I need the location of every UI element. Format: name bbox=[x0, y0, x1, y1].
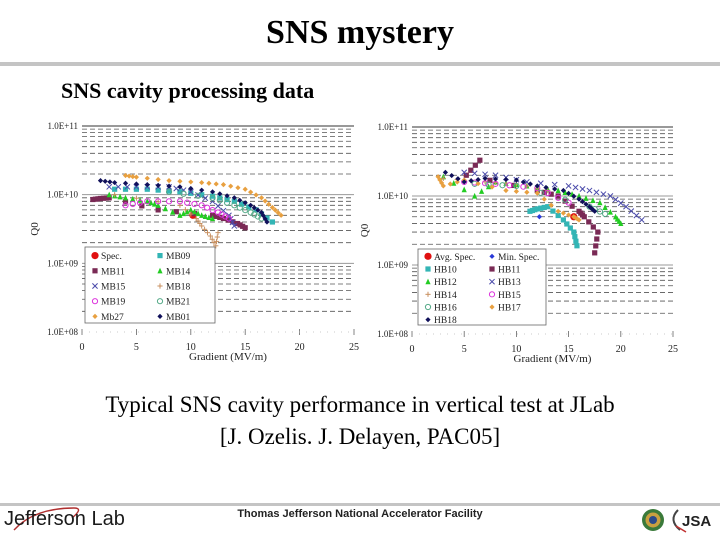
legend-entry: HB18 bbox=[434, 316, 457, 326]
slide-subtitle: SNS cavity processing data bbox=[61, 78, 315, 103]
y-tick-label: 1.0E+08 bbox=[377, 329, 408, 339]
footer-divider bbox=[0, 503, 720, 506]
x-tick-label: 15 bbox=[564, 344, 574, 355]
legend-entry: Spec. bbox=[101, 252, 122, 262]
legend-entry: Avg. Spec. bbox=[434, 253, 475, 263]
x-tick-label: 20 bbox=[616, 344, 626, 355]
x-tick-label: 5 bbox=[462, 344, 467, 355]
y-tick-label: 1.0E+08 bbox=[47, 327, 78, 337]
legend-entry: HB13 bbox=[498, 278, 521, 288]
y-tick-label: 1.0E+10 bbox=[47, 190, 78, 200]
legend-entry: MB15 bbox=[101, 283, 126, 293]
legend-entry: HB16 bbox=[434, 304, 457, 314]
legend-entry: Min. Spec. bbox=[498, 253, 539, 263]
caption-line-1: Typical SNS cavity performance in vertic… bbox=[105, 392, 615, 417]
jefferson-lab-logo: Jefferson Lab bbox=[4, 507, 125, 531]
legend-entry: MB21 bbox=[166, 298, 191, 308]
y-tick-label: 1.0E+10 bbox=[377, 191, 408, 201]
x-axis-label: Gradient (MV/m) bbox=[514, 353, 592, 365]
x-tick-label: 25 bbox=[349, 342, 359, 353]
x-tick-label: 0 bbox=[410, 344, 415, 355]
jsa-logo-icon: JSA bbox=[672, 509, 711, 533]
svg-text:JSA: JSA bbox=[682, 513, 711, 530]
facility-name: Thomas Jefferson National Accelerator Fa… bbox=[237, 508, 483, 520]
y-tick-label: 1.0E+09 bbox=[377, 260, 408, 270]
legend-entry: MB11 bbox=[101, 267, 125, 277]
x-tick-label: 25 bbox=[668, 344, 678, 355]
partner-logos: JSA bbox=[640, 506, 720, 536]
legend-entry: HB11 bbox=[498, 266, 521, 276]
chart-right-hb-cavities: 1.0E+08 1.0E+09 1.0E+10 1.0E+11 0 5 10 15 20 25 Gr… bbox=[360, 122, 678, 365]
legend-entry: MB14 bbox=[166, 267, 191, 277]
x-tick-label: 5 bbox=[134, 342, 139, 353]
x-tick-label: 0 bbox=[80, 342, 85, 353]
x-axis-label: Gradient (MV/m) bbox=[189, 351, 267, 363]
chart-legend: Spec. MB09 MB11 MB14 MB15 MB18 MB19 MB21 Mb27 MB0… bbox=[84, 246, 216, 324]
y-axis-label: Q0 bbox=[360, 223, 371, 237]
data-points bbox=[90, 172, 284, 249]
y-tick-label: 1.0E+09 bbox=[47, 258, 78, 268]
legend-entry: MB09 bbox=[166, 252, 191, 262]
doe-seal-icon bbox=[642, 509, 664, 531]
legend-entry: MB01 bbox=[166, 313, 191, 323]
chart-legend: Avg. Spec. Min. Spec. HB10 HB11 HB12 HB13 HB14… bbox=[417, 248, 547, 326]
y-tick-label: 1.0E+11 bbox=[48, 121, 79, 131]
legend-entry: HB15 bbox=[498, 291, 521, 301]
y-tick-label: 1.0E+11 bbox=[378, 122, 409, 132]
x-tick-label: 10 bbox=[511, 344, 521, 355]
x-tick-label: 20 bbox=[295, 342, 305, 353]
legend-entry: MB18 bbox=[166, 283, 191, 293]
x-tick-label: 10 bbox=[186, 342, 196, 353]
slide-title: SNS mystery bbox=[266, 14, 454, 51]
y-axis-label: Q0 bbox=[30, 222, 41, 236]
title-divider bbox=[0, 62, 720, 66]
chart-left-mb-cavities: 1.0E+08 1.0E+09 1.0E+10 1.0E+11 0 5 10 15 20 25 Gr… bbox=[30, 121, 359, 363]
legend-entry: Mb27 bbox=[101, 313, 124, 323]
legend-entry: HB12 bbox=[434, 278, 457, 288]
legend-entry: MB19 bbox=[101, 298, 126, 308]
legend-entry: HB14 bbox=[434, 291, 457, 301]
legend-entry: HB17 bbox=[498, 304, 521, 314]
jlab-swoosh-icon bbox=[13, 507, 80, 531]
x-tick-label: 15 bbox=[240, 342, 250, 353]
caption-line-2: [J. Ozelis. J. Delayen, PAC05] bbox=[219, 424, 501, 449]
legend-entry: HB10 bbox=[434, 266, 457, 276]
